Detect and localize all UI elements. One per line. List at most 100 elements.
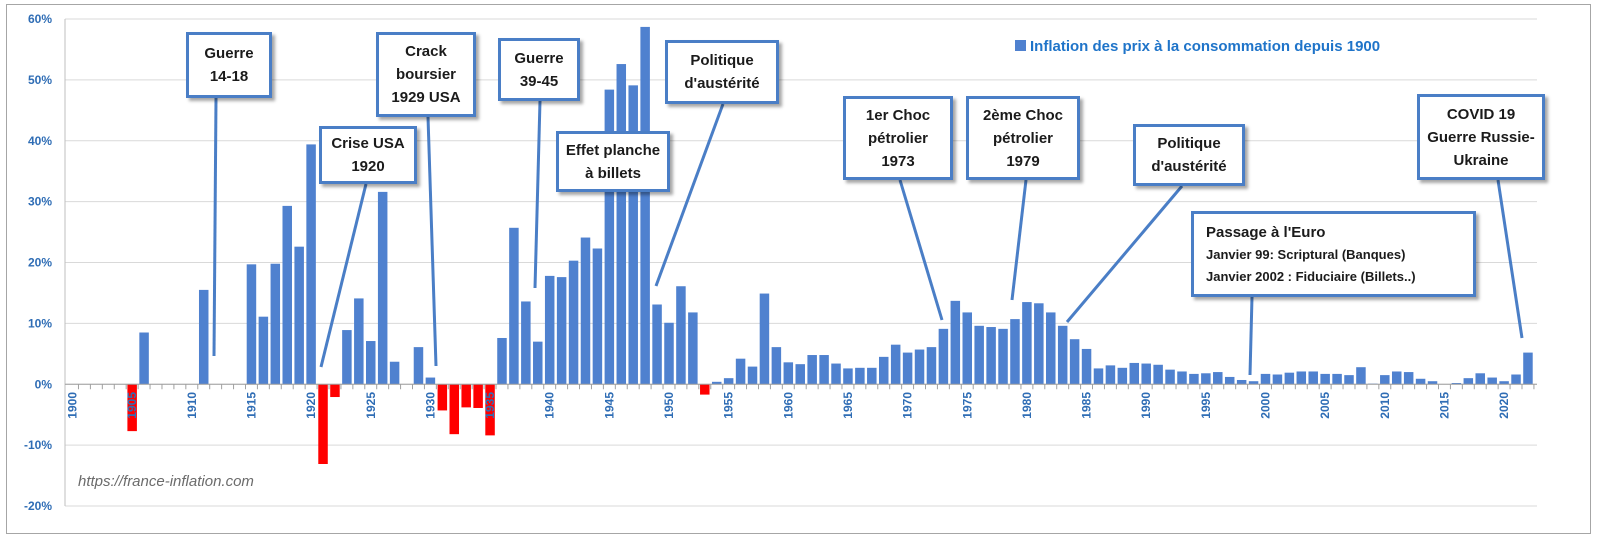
bar-1920 bbox=[306, 144, 316, 385]
bar-1929 bbox=[413, 347, 424, 385]
bar-1922 bbox=[330, 384, 340, 398]
bar-1959 bbox=[771, 347, 782, 385]
x-tick-label: 1970 bbox=[901, 392, 915, 419]
bar-1964 bbox=[831, 363, 841, 385]
leader-crise-usa-1920 bbox=[319, 183, 368, 368]
bar-1941 bbox=[556, 277, 567, 385]
bar-1944 bbox=[592, 248, 603, 385]
bar-1957 bbox=[747, 366, 758, 385]
annotation-line: Effet planche bbox=[565, 141, 661, 159]
bar-1956 bbox=[735, 358, 746, 385]
bar-1969 bbox=[890, 344, 901, 385]
bar-1940 bbox=[544, 275, 555, 385]
bar-2021 bbox=[1511, 374, 1521, 385]
bar-2000 bbox=[1260, 373, 1271, 385]
x-tick-label: 2000 bbox=[1259, 392, 1273, 419]
bar-1923 bbox=[342, 330, 352, 385]
annotation-line: Crack bbox=[405, 43, 447, 60]
annotation-line: COVID 19 bbox=[1446, 105, 1516, 123]
bar-1946 bbox=[616, 64, 627, 385]
x-tick-label: 1950 bbox=[662, 392, 676, 419]
annotation-line: Guerre Russie- bbox=[1427, 128, 1535, 146]
bar-2012 bbox=[1403, 372, 1414, 385]
bar-1985 bbox=[1081, 348, 1092, 385]
bar-1911 bbox=[198, 289, 209, 385]
bar-2003 bbox=[1296, 371, 1307, 385]
x-axis-ticks: 1900 1905 1910 1915 1920 1925 1930 1935 1940 1945… bbox=[66, 392, 1512, 419]
annotation-line: Politique bbox=[1157, 135, 1221, 152]
bar-1999 bbox=[1248, 381, 1259, 385]
legend: Inflation des prix à la consommation dep… bbox=[1015, 38, 1380, 55]
y-tick-label: 60% bbox=[28, 12, 52, 26]
bar-1968 bbox=[878, 356, 889, 385]
bar-1955 bbox=[723, 378, 734, 385]
bar-1988 bbox=[1117, 367, 1128, 385]
bar-1990 bbox=[1141, 363, 1151, 385]
leader-covid bbox=[1496, 179, 1524, 339]
bar-1905 bbox=[127, 384, 137, 432]
annotation-line: 1929 USA bbox=[391, 89, 461, 106]
bar-1995 bbox=[1201, 373, 1211, 385]
bar-2004 bbox=[1308, 371, 1318, 385]
y-tick-label: -20% bbox=[24, 499, 52, 513]
bar-1943 bbox=[580, 237, 591, 385]
bar-1993 bbox=[1177, 371, 1187, 385]
bar-1979 bbox=[1010, 319, 1020, 385]
bar-1977 bbox=[986, 327, 996, 385]
bar-1974 bbox=[950, 300, 961, 385]
bar-1915 bbox=[246, 264, 257, 385]
x-tick-label: 1905 bbox=[125, 392, 139, 419]
annotation-line: pétrolier bbox=[867, 129, 928, 147]
bar-1947 bbox=[628, 85, 638, 385]
bar-1949 bbox=[652, 304, 662, 385]
bar-1965 bbox=[843, 368, 853, 385]
x-tick-label: 2005 bbox=[1318, 392, 1332, 419]
y-tick-label: 20% bbox=[28, 256, 52, 270]
annotation-line: à billets bbox=[585, 164, 641, 182]
y-tick-label: 10% bbox=[28, 316, 52, 330]
bar-1972 bbox=[926, 347, 937, 385]
x-tick-label: 1955 bbox=[722, 392, 736, 419]
annotation-line: Janvier 2002 : Fiduciaire (Billets..) bbox=[1206, 268, 1416, 284]
bar-1942 bbox=[568, 260, 579, 385]
bar-1958 bbox=[759, 293, 770, 385]
bar-1916 bbox=[258, 316, 269, 385]
bar-1966 bbox=[855, 367, 865, 385]
annotation-effet-planche: Effet planche à billets bbox=[556, 131, 670, 192]
bar-1930 bbox=[425, 377, 436, 385]
annotation-guerre-14-18: Guerre 14-18 bbox=[186, 32, 272, 98]
bar-1918 bbox=[282, 205, 292, 385]
bar-1935 bbox=[485, 384, 495, 436]
y-tick-label: -10% bbox=[24, 438, 52, 452]
bar-2013 bbox=[1415, 378, 1426, 385]
annotation-line: 1979 bbox=[1006, 152, 1040, 170]
annotation-covid: COVID 19 Guerre Russie- Ukraine bbox=[1417, 94, 1545, 180]
chart-frame bbox=[6, 4, 1591, 534]
bar-1948 bbox=[640, 26, 650, 385]
bar-1961 bbox=[795, 364, 805, 385]
source-url: https://france-inflation.com bbox=[78, 473, 254, 490]
bar-1939 bbox=[533, 341, 543, 385]
bar-2007 bbox=[1344, 375, 1354, 385]
bar-1989 bbox=[1129, 362, 1140, 385]
bar-1984 bbox=[1069, 339, 1080, 385]
bar-2016 bbox=[1451, 383, 1462, 385]
bar-2006 bbox=[1332, 373, 1342, 385]
annotation-line: Crise USA bbox=[331, 135, 405, 152]
x-tick-label: 1965 bbox=[841, 392, 855, 419]
bar-1971 bbox=[914, 349, 925, 385]
legend-label: Inflation des prix à la consommation dep… bbox=[1030, 38, 1380, 55]
bar-1932 bbox=[449, 384, 460, 435]
leader-guerre-39-45 bbox=[533, 100, 542, 289]
bar-1980 bbox=[1022, 302, 1032, 385]
bar-1917 bbox=[270, 263, 281, 385]
bar-1986 bbox=[1093, 368, 1104, 385]
bar-1926 bbox=[377, 191, 388, 385]
bar-1982 bbox=[1046, 312, 1056, 385]
bar-1937 bbox=[509, 227, 519, 385]
annotation-line: 2ème Choc bbox=[982, 106, 1064, 124]
y-tick-label: 30% bbox=[28, 195, 52, 209]
annotation-euro: Passage à l'Euro Janvier 99: Scriptural (… bbox=[1191, 211, 1476, 297]
annotation-line: 14-18 bbox=[209, 68, 249, 85]
